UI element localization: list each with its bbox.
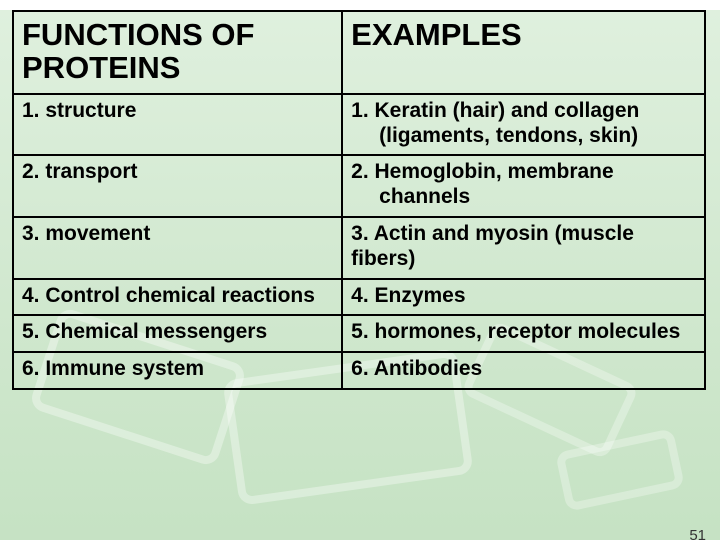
cell-function: 6. Immune system bbox=[13, 352, 342, 389]
cell-example: 3. Actin and myosin (muscle fibers) bbox=[342, 217, 705, 279]
col-header-examples: EXAMPLES bbox=[342, 11, 705, 94]
cell-function: 3. movement bbox=[13, 217, 342, 279]
cell-example: 6. Antibodies bbox=[342, 352, 705, 389]
table-row: 3. movement 3. Actin and myosin (muscle … bbox=[13, 217, 705, 279]
cell-function: 2. transport bbox=[13, 155, 342, 217]
cell-example: 4. Enzymes bbox=[342, 279, 705, 316]
cell-example: 1. Keratin (hair) and collagen (ligament… bbox=[342, 94, 705, 156]
table-row: 5. Chemical messengers 5. hormones, rece… bbox=[13, 315, 705, 352]
cell-function: 1. structure bbox=[13, 94, 342, 156]
table-row: 6. Immune system 6. Antibodies bbox=[13, 352, 705, 389]
col-header-functions: FUNCTIONS OF PROTEINS bbox=[13, 11, 342, 94]
table-row: 4. Control chemical reactions 4. Enzymes bbox=[13, 279, 705, 316]
cell-example: 5. hormones, receptor molecules bbox=[342, 315, 705, 352]
cell-function: 4. Control chemical reactions bbox=[13, 279, 342, 316]
page-number: 51 bbox=[689, 527, 706, 540]
protein-functions-table: FUNCTIONS OF PROTEINS EXAMPLES 1. struct… bbox=[12, 10, 706, 390]
table-row: 2. transport 2. Hemoglobin, membrane cha… bbox=[13, 155, 705, 217]
table-row: 1. structure 1. Keratin (hair) and colla… bbox=[13, 94, 705, 156]
table-header-row: FUNCTIONS OF PROTEINS EXAMPLES bbox=[13, 11, 705, 94]
cell-function: 5. Chemical messengers bbox=[13, 315, 342, 352]
cell-example: 2. Hemoglobin, membrane channels bbox=[342, 155, 705, 217]
